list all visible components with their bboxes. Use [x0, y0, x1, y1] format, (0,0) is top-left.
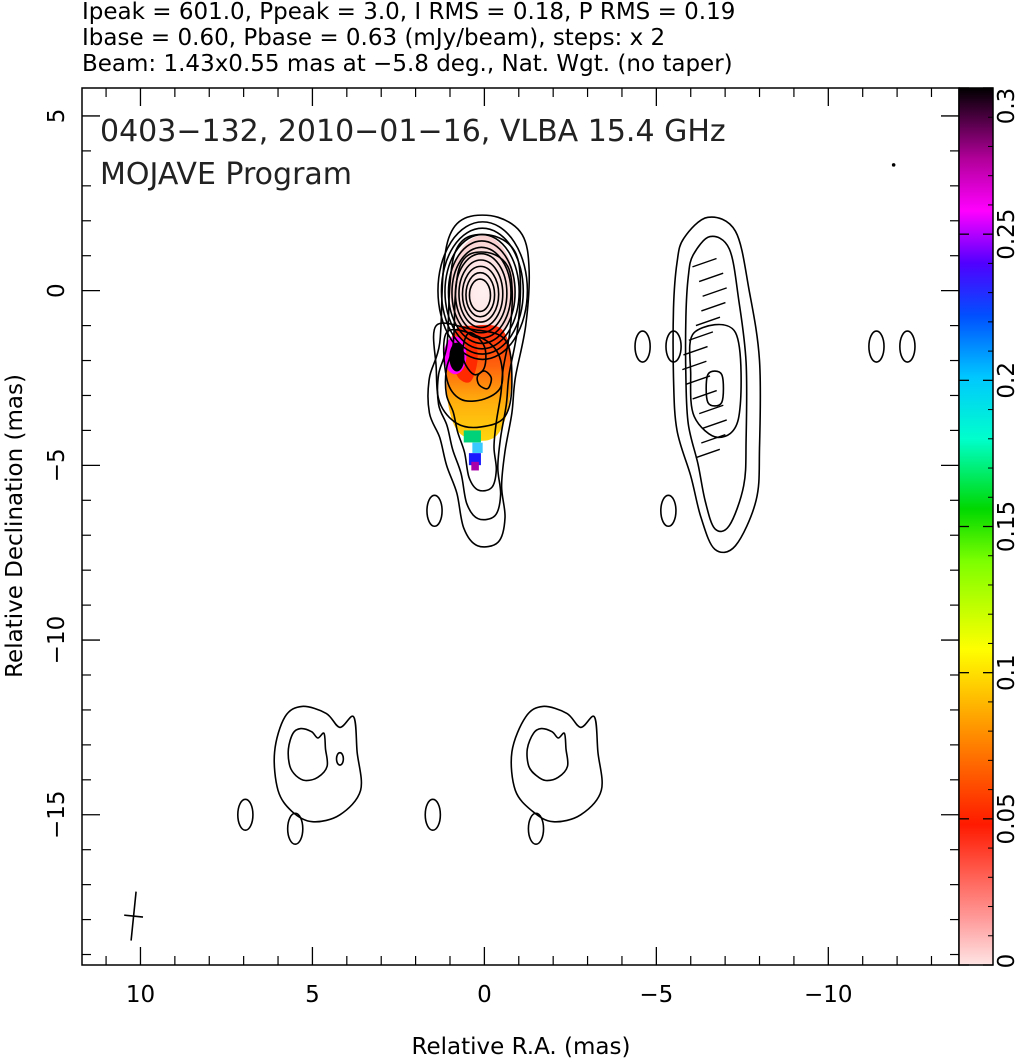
x-tick-label: 0 [477, 982, 492, 1008]
y-axis-label: Relative Declination (mas) [2, 374, 28, 678]
jet-contour-3 [444, 251, 514, 492]
x-tick-label: −10 [804, 982, 853, 1008]
x-tick-label: 5 [305, 982, 320, 1008]
contour-island [426, 494, 443, 528]
core-contour [437, 221, 529, 361]
evpa-vector [702, 419, 727, 429]
x-tick-label: 10 [126, 982, 155, 1008]
jet-contour-4 [432, 322, 513, 429]
ghost-outer-contour [672, 216, 762, 554]
evpa-vector [695, 448, 721, 459]
y-tick-label: −15 [44, 790, 70, 839]
core-contour [447, 240, 516, 345]
y-tick-label: 0 [44, 283, 70, 298]
evpa-vector [702, 287, 727, 297]
colorbar: 0 0.05 0.1 0.15 0.2 0.25 0.3 [958, 87, 1020, 969]
core-contour [461, 265, 500, 323]
y-tick-label: −10 [44, 616, 70, 665]
y-tick-label: −5 [44, 448, 70, 482]
evpa-vector [701, 301, 726, 312]
cyan-patch [472, 442, 483, 453]
evpa-vector [682, 360, 707, 371]
southern-inner-contour [287, 727, 329, 782]
green-patch [463, 430, 481, 443]
colorbar-tick-label: 0.3 [994, 88, 1020, 125]
southern-contour [273, 705, 363, 823]
evpa-vector [698, 272, 724, 283]
southern-contour [510, 705, 603, 823]
axes: 10 5 0 −5 −10 5 0 −5 −10 −15 [44, 87, 960, 1008]
evpa-vector [692, 257, 717, 268]
colorbar-tick-label: 0.1 [994, 654, 1020, 691]
southern-tiny-contour [335, 751, 345, 766]
evpa-vector [701, 433, 726, 444]
header-line-1: Ipeak = 601.0, Ppeak = 3.0, I RMS = 0.18… [82, 0, 736, 25]
colorbar-tick-label: 0.25 [994, 209, 1020, 260]
colorbar-tick-label: 0.15 [994, 501, 1020, 552]
southern-inner-contour [526, 727, 569, 782]
evpa-vector [685, 375, 711, 385]
header-line-3: Beam: 1.43x0.55 mas at −5.8 deg., Nat. W… [82, 51, 733, 77]
contour-island [899, 330, 916, 363]
x-tick-label: −5 [639, 982, 673, 1008]
ghost-small-contour [705, 370, 725, 407]
jet-contour-7 [476, 370, 493, 390]
magenta-patch [471, 461, 479, 471]
contour-island [660, 494, 677, 528]
core-contour [468, 278, 492, 313]
colorbar-tick-label: 0.2 [994, 362, 1020, 399]
intensity-contours [124, 163, 916, 941]
contour-island [868, 330, 885, 363]
chart-subtitle: MOJAVE Program [100, 157, 352, 192]
plot-frame [81, 87, 960, 966]
beam-minor-axis [124, 914, 144, 918]
contour-island [236, 798, 254, 832]
colorbar-tick-label: 0 [994, 954, 1020, 969]
polarization-overlay [443, 235, 516, 471]
evpa-vector [695, 316, 721, 327]
contour-island [424, 798, 442, 832]
x-axis-label: Relative R.A. (mas) [412, 1034, 631, 1060]
evpa-vector [699, 404, 724, 415]
y-tick-label: 5 [44, 109, 70, 124]
jet-contour-6 [461, 331, 487, 376]
header-line-2: Ibase = 0.60, Pbase = 0.63 (mJy/beam), s… [82, 25, 666, 51]
jet-contour-2 [436, 233, 522, 521]
contour-island [634, 330, 651, 363]
core-contour [465, 271, 496, 318]
evpa-vector [688, 331, 714, 341]
noise-dot [891, 163, 896, 167]
evpa-vector [683, 345, 708, 356]
ghost-inner-contour [684, 235, 748, 533]
colorbar-tick-label: 0.05 [994, 793, 1020, 844]
jet-contour-5 [442, 328, 504, 402]
chart-title: 0403−132, 2010−01−16, VLBA 15.4 GHz [100, 114, 726, 149]
evpa-vector [692, 389, 717, 400]
core-contour [458, 259, 504, 329]
